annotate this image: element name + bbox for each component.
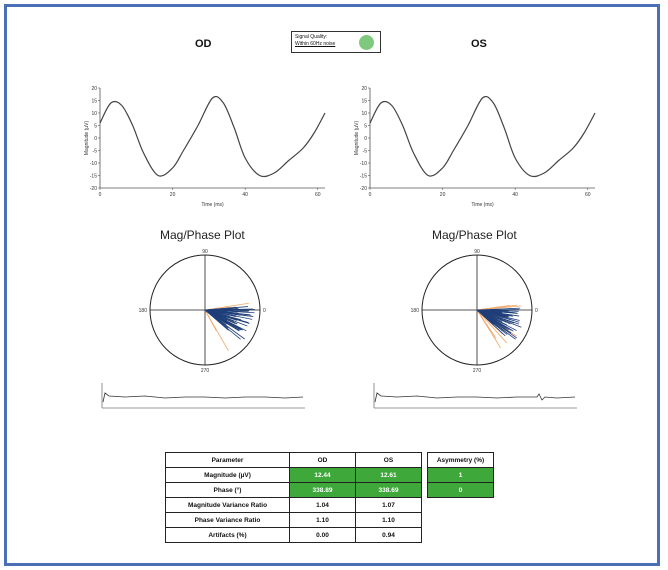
header-od: OD (289, 452, 356, 468)
table-row: Artifacts (%) 0.00 0.94 (165, 527, 494, 543)
phase-vector-blue (476, 309, 509, 331)
magphase-plot-os: 90 180 0 270 (411, 249, 538, 374)
row-od-value: 12.44 (289, 467, 356, 483)
y-tick-label: 15 (361, 98, 367, 104)
y-tick-label: -5 (93, 148, 98, 154)
phase-vector-orange (204, 309, 217, 331)
phase-vector-blue (476, 309, 502, 312)
polar-label-270: 270 (473, 368, 482, 374)
magphase-plot-od: 90 180 0 270 (139, 249, 266, 374)
row-os-value: 338.69 (355, 482, 422, 498)
row-asymmetry-value: 0 (427, 482, 494, 498)
table-header-row: Parameter OD OS Asymmetry (%) (165, 452, 494, 468)
table-row: Phase (°) 338.89 338.69 0 (165, 482, 494, 498)
signal-quality-indicator (359, 35, 374, 50)
x-tick-label: 40 (242, 192, 248, 198)
phase-vector-blue (204, 309, 247, 323)
y-axis-label: Magnitude (µV) (354, 121, 360, 156)
table-row: Magnitude (µV) 12.44 12.61 1 (165, 467, 494, 483)
phase-vector-blue (204, 309, 253, 320)
row-od-value: 0.00 (289, 527, 356, 543)
phase-vector-blue (476, 309, 511, 319)
raw-trace-od (101, 383, 305, 409)
od-title: OD (195, 38, 212, 50)
y-tick-label: 10 (361, 111, 367, 117)
x-tick-label: 0 (99, 192, 102, 198)
y-tick-label: -20 (90, 186, 97, 192)
row-asymmetry-value: 1 (427, 467, 494, 483)
y-tick-label: -20 (360, 186, 367, 192)
table-row: Phase Variance Ratio 1.10 1.10 (165, 512, 494, 528)
phase-vector-orange (476, 309, 507, 344)
y-tick-label: -10 (360, 161, 367, 167)
polar-label-0: 0 (535, 308, 538, 314)
header-asymmetry: Asymmetry (%) (427, 452, 494, 468)
x-axis-label: Time (ms) (471, 202, 494, 208)
polar-label-270: 270 (201, 368, 210, 374)
polar-label-180: 180 (411, 308, 420, 314)
row-od-value: 338.89 (289, 482, 356, 498)
phase-vector-blue (476, 309, 503, 323)
os-title: OS (471, 38, 487, 50)
raw-trace-os (373, 383, 577, 409)
header-parameter: Parameter (165, 452, 290, 468)
signal-quality-label: Signal Quality: (295, 34, 328, 40)
y-tick-label: 5 (364, 123, 367, 129)
row-os-value: 12.61 (355, 467, 422, 483)
y-tick-label: 10 (91, 111, 97, 117)
y-tick-label: 5 (94, 123, 97, 129)
polar-label-90: 90 (202, 249, 208, 255)
y-tick-label: 0 (94, 136, 97, 142)
signal-quality-sublabel: Within 60Hz noise (295, 41, 336, 47)
x-tick-label: 20 (440, 192, 446, 198)
table-row: Magnitude Variance Ratio 1.04 1.07 (165, 497, 494, 513)
x-axis-label: Time (ms) (201, 202, 224, 208)
magphase-title-od: Mag/Phase Plot (160, 228, 245, 242)
row-os-value: 0.94 (355, 527, 422, 543)
row-param: Magnitude Variance Ratio (165, 497, 290, 513)
x-tick-label: 60 (315, 192, 321, 198)
y-tick-label: -15 (360, 173, 367, 179)
row-os-value: 1.10 (355, 512, 422, 528)
parameter-table: Parameter OD OS Asymmetry (%) Magnitude … (165, 452, 494, 543)
y-tick-label: 0 (364, 136, 367, 142)
row-od-value: 1.04 (289, 497, 356, 513)
polar-label-90: 90 (474, 249, 480, 255)
signal-quality-box: Signal Quality: Within 60Hz noise (291, 31, 381, 53)
row-param: Artifacts (%) (165, 527, 290, 543)
polar-label-0: 0 (263, 308, 266, 314)
row-param: Phase Variance Ratio (165, 512, 290, 528)
y-tick-label: -10 (90, 161, 97, 167)
y-tick-label: -15 (90, 173, 97, 179)
waveform-line (99, 95, 326, 178)
row-param: Phase (°) (165, 482, 290, 498)
y-tick-label: 15 (91, 98, 97, 104)
phase-vector-orange (476, 309, 501, 349)
phase-vector-orange (204, 302, 249, 311)
magphase-title-os: Mag/Phase Plot (432, 228, 517, 242)
x-tick-label: 40 (512, 192, 518, 198)
header-os: OS (355, 452, 422, 468)
polar-label-180: 180 (139, 308, 148, 314)
row-od-value: 1.10 (289, 512, 356, 528)
x-tick-label: 0 (369, 192, 372, 198)
y-axis-label: Magnitude (µV) (84, 121, 90, 156)
row-os-value: 1.07 (355, 497, 422, 513)
y-tick-label: 20 (361, 86, 367, 92)
y-tick-label: 20 (91, 86, 97, 92)
row-param: Magnitude (µV) (165, 467, 290, 483)
phase-vector-blue (204, 309, 240, 330)
x-tick-label: 60 (585, 192, 591, 198)
phase-vector-blue (204, 309, 237, 315)
phase-vector-blue (476, 309, 518, 339)
x-tick-label: 20 (170, 192, 176, 198)
y-tick-label: -5 (363, 148, 368, 154)
phase-vector-blue (204, 306, 249, 311)
waveform-line (369, 95, 596, 178)
